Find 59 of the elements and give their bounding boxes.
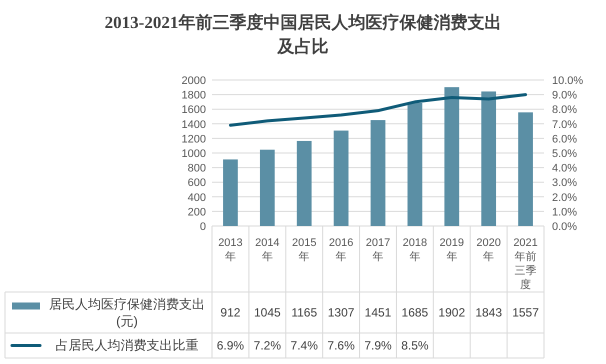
data-label: 1902 (438, 306, 466, 320)
y2-tick-label: 1.0% (552, 206, 578, 218)
y2-tick-label: 10.0% (552, 75, 584, 87)
y2-tick-label: 0.0% (552, 221, 578, 233)
bar (408, 102, 422, 226)
bar (370, 120, 386, 226)
x-tick-label: 2020年 (476, 237, 501, 263)
x-tick-label: 2018年 (402, 237, 428, 263)
bar (260, 150, 275, 226)
y-tick-label: 600 (188, 177, 206, 190)
bar (518, 112, 533, 226)
data-label: 1843 (475, 306, 502, 320)
data-label: 1165 (291, 306, 318, 320)
x-tick-label: 2016年 (328, 237, 354, 263)
y-tick-label: 200 (188, 206, 206, 218)
data-label: 7.2% (254, 338, 282, 352)
y-tick-label: 1200 (182, 133, 206, 146)
bar (481, 91, 496, 226)
y-tick-label: 1400 (182, 118, 206, 131)
data-label: 1557 (512, 306, 540, 320)
y2-tick-label: 9.0% (552, 90, 578, 102)
y-tick-label: 400 (188, 192, 206, 204)
y2-tick-label: 3.0% (552, 177, 578, 190)
y-tick-label: 0 (200, 221, 206, 233)
chart-title: 2013-2021年前三季度中国居民人均医疗保健消费支出及占比 (104, 13, 502, 56)
data-label: 6.9% (216, 338, 244, 352)
legend-label: 占居民人均消费支出比重 (56, 338, 198, 352)
data-label: 1045 (254, 306, 282, 320)
line-series (228, 93, 528, 127)
bar (223, 159, 238, 226)
data-label: 7.6% (327, 338, 356, 352)
data-label: 7.4% (290, 338, 318, 352)
y-tick-label: 1800 (182, 90, 206, 102)
x-tick-label: 2021年前三季度 (513, 237, 538, 291)
y2-tick-label: 4.0% (552, 162, 578, 175)
bar (444, 87, 460, 226)
legend-label: 居民人均医疗保健消费支出(元) (49, 296, 205, 328)
data-label: 1307 (328, 306, 355, 320)
data-label: 1685 (402, 306, 429, 320)
x-tick-label: 2017年 (366, 237, 390, 263)
x-tick-label: 2013年 (218, 237, 243, 263)
y-tick-label: 800 (188, 162, 206, 175)
data-label: 8.5% (401, 338, 429, 352)
x-tick-label: 2019年 (440, 237, 464, 263)
x-tick-label: 2015年 (292, 237, 316, 263)
y-tick-label: 2000 (182, 75, 206, 87)
data-label: 7.9% (364, 338, 392, 352)
y2-tick-label: 5.0% (552, 148, 578, 160)
data-label: 1451 (364, 306, 392, 320)
y2-tick-label: 6.0% (552, 133, 578, 146)
data-label: 912 (220, 306, 241, 320)
bar (296, 140, 312, 226)
y2-tick-label: 7.0% (552, 118, 578, 131)
x-tick-label: 2014年 (255, 237, 280, 263)
y2-tick-label: 8.0% (552, 104, 578, 116)
y2-tick-label: 2.0% (552, 192, 578, 204)
y-tick-label: 1600 (182, 104, 206, 116)
bar (334, 130, 348, 226)
y-tick-label: 1000 (182, 148, 206, 160)
